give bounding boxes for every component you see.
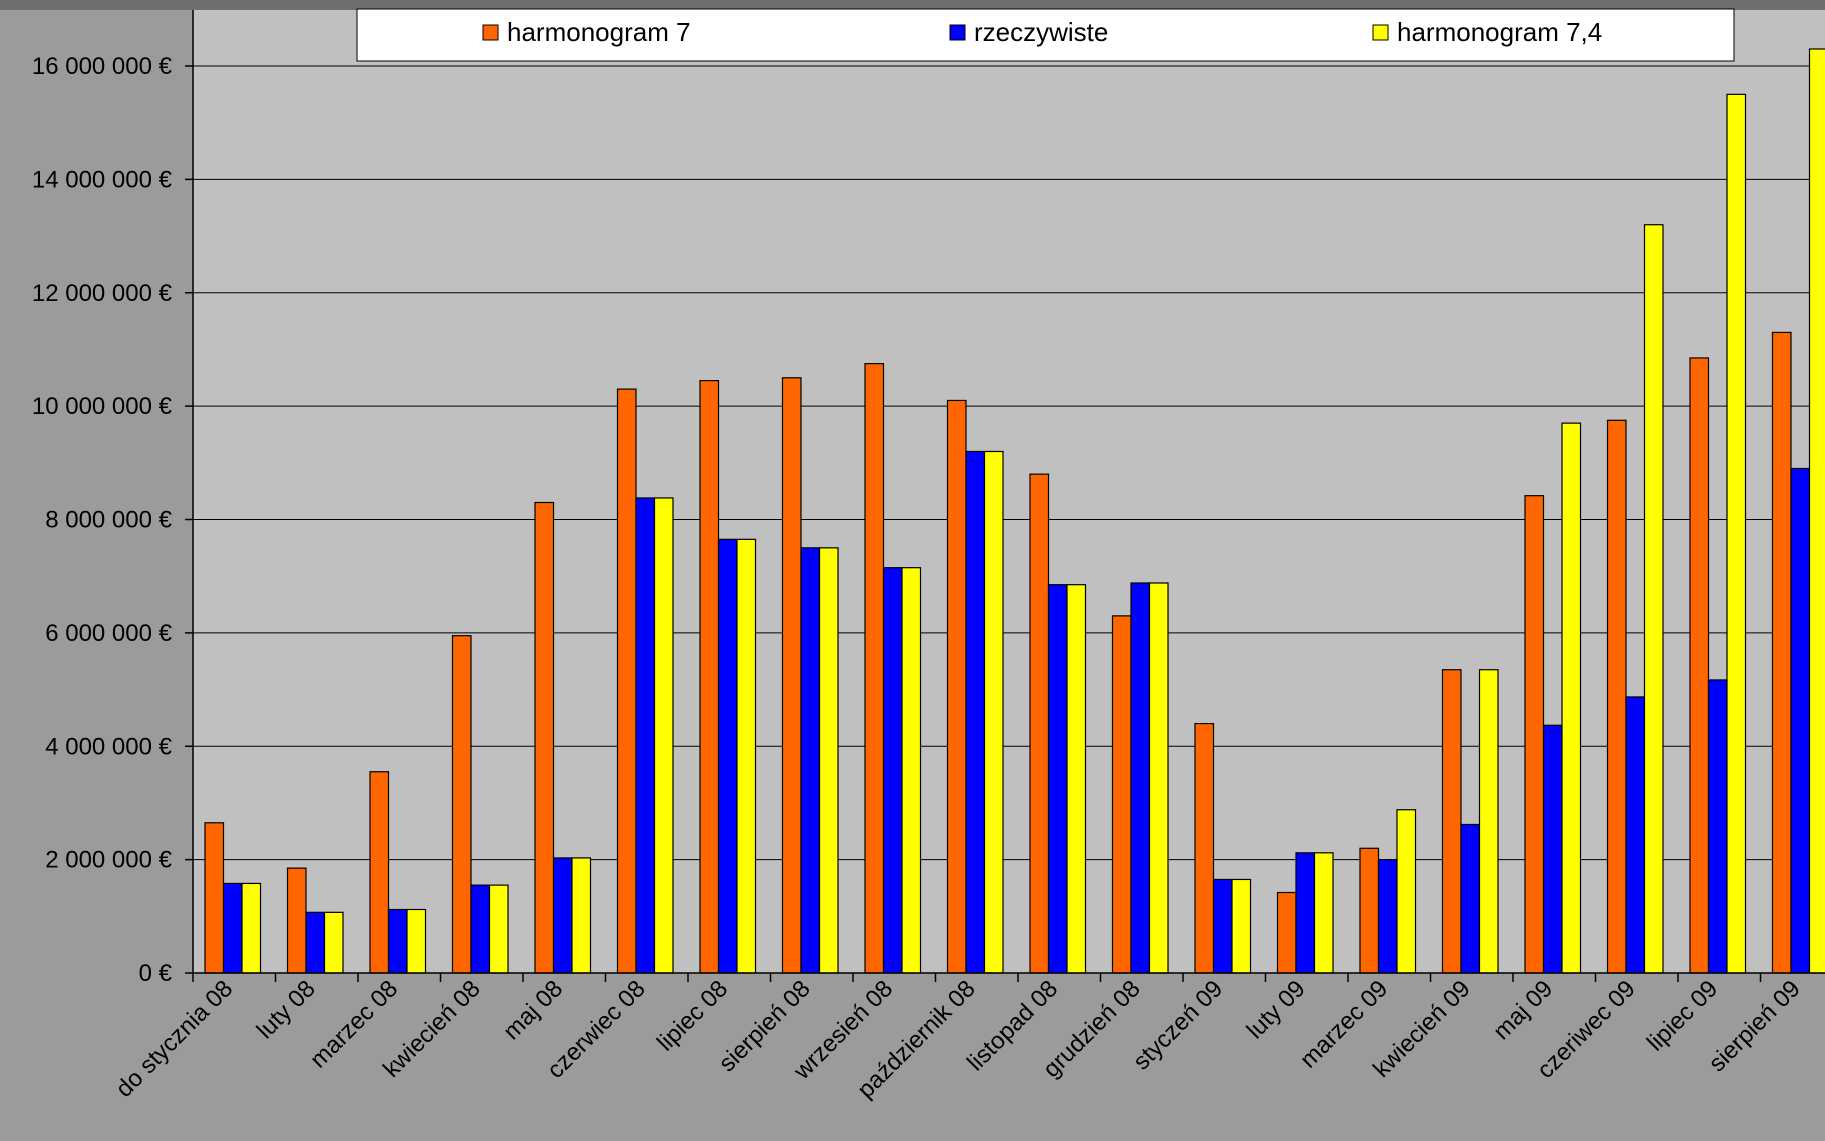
bar bbox=[864, 363, 885, 974]
bar bbox=[983, 450, 1004, 974]
bar bbox=[1790, 467, 1811, 974]
bar bbox=[1561, 422, 1582, 974]
bar bbox=[1689, 357, 1710, 974]
bar bbox=[1808, 48, 1825, 974]
bar bbox=[1231, 878, 1252, 974]
legend: harmonogram 7 rzeczywiste harmonogram 7,4 bbox=[356, 8, 1735, 62]
bar bbox=[1047, 584, 1068, 974]
bar bbox=[1771, 331, 1792, 974]
gridlines bbox=[193, 65, 1825, 861]
bar bbox=[1194, 722, 1215, 974]
y-tick-label: 12 000 000 € bbox=[32, 280, 173, 307]
legend-box bbox=[356, 8, 1735, 62]
bar bbox=[1066, 584, 1087, 974]
bar bbox=[1707, 679, 1728, 974]
bar bbox=[369, 771, 390, 974]
y-axis-tick-labels: 0 € 2 000 000 € 4 000 000 € 6 000 000 € 8 00… bbox=[32, 53, 173, 987]
bar bbox=[1396, 809, 1417, 974]
bar bbox=[387, 908, 408, 974]
bar bbox=[653, 497, 674, 974]
title-strip bbox=[0, 0, 1825, 10]
y-tick-label: 10 000 000 € bbox=[32, 393, 173, 420]
legend-label: rzeczywiste bbox=[974, 17, 1108, 47]
bar bbox=[1212, 878, 1233, 974]
bar bbox=[470, 884, 491, 974]
y-tick-label: 8 000 000 € bbox=[45, 507, 172, 534]
bar bbox=[736, 538, 757, 974]
legend-swatch bbox=[482, 24, 499, 41]
legend-swatch bbox=[949, 24, 966, 41]
y-tick-label: 14 000 000 € bbox=[32, 166, 173, 193]
bar bbox=[800, 547, 821, 974]
y-tick-label: 0 € bbox=[139, 960, 173, 987]
bar bbox=[1726, 93, 1747, 974]
bar bbox=[1542, 724, 1563, 974]
bar bbox=[1276, 891, 1297, 974]
bar bbox=[305, 911, 326, 974]
bar bbox=[946, 399, 967, 974]
bar bbox=[781, 377, 802, 974]
bar bbox=[1643, 224, 1664, 974]
y-tick-label: 6 000 000 € bbox=[45, 620, 172, 647]
bar bbox=[222, 882, 243, 974]
y-tick-label: 4 000 000 € bbox=[45, 733, 172, 760]
legend-label: harmonogram 7,4 bbox=[1397, 17, 1602, 47]
bar bbox=[1478, 669, 1499, 974]
bar bbox=[1441, 669, 1462, 974]
y-tick-label: 16 000 000 € bbox=[32, 53, 173, 80]
bar bbox=[1148, 582, 1169, 974]
bar bbox=[1295, 852, 1316, 974]
bar bbox=[204, 822, 225, 974]
bar bbox=[1029, 473, 1050, 974]
bar bbox=[1625, 696, 1646, 974]
bar bbox=[241, 882, 262, 974]
bar bbox=[552, 857, 573, 974]
bar bbox=[323, 911, 344, 974]
bar bbox=[534, 501, 555, 974]
bars bbox=[204, 48, 1825, 974]
bar bbox=[1313, 852, 1334, 974]
bar bbox=[1524, 495, 1545, 974]
bar bbox=[965, 450, 986, 974]
bar bbox=[451, 635, 472, 974]
bar bbox=[901, 567, 922, 974]
bar bbox=[717, 538, 738, 974]
bar bbox=[1606, 419, 1627, 974]
bar bbox=[616, 388, 637, 974]
bar bbox=[1377, 859, 1398, 974]
bar bbox=[635, 497, 656, 974]
axes bbox=[185, 10, 1825, 982]
bar bbox=[1111, 615, 1132, 974]
legend-swatch bbox=[1372, 24, 1389, 41]
bar bbox=[406, 908, 427, 974]
bar bbox=[1460, 823, 1481, 974]
bar bbox=[1359, 847, 1380, 974]
bar bbox=[571, 857, 592, 974]
bar bbox=[699, 380, 720, 974]
bar bbox=[818, 547, 839, 974]
bar bbox=[286, 867, 307, 974]
y-tick-label: 2 000 000 € bbox=[45, 847, 172, 874]
bar bbox=[1130, 582, 1151, 974]
legend-label: harmonogram 7 bbox=[507, 17, 691, 47]
bar bbox=[488, 884, 509, 974]
bar bbox=[882, 567, 903, 974]
